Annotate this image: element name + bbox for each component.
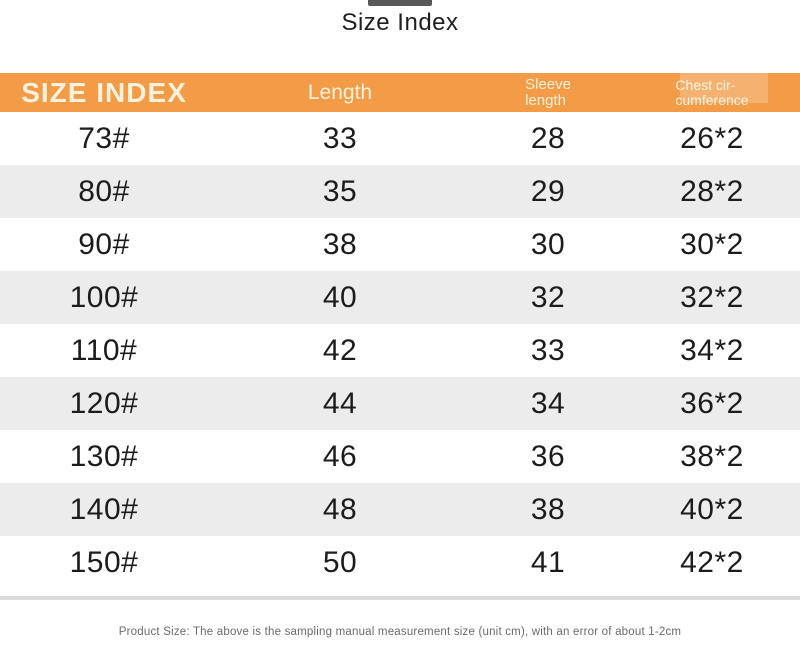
header-sleeve-line2: length [525,91,566,109]
cell-sleeve: 41 [530,545,566,579]
cropped-image-artifact [368,0,432,6]
cell-size: 100# [69,280,139,314]
table-row: 140# 48 38 40*2 [0,483,800,536]
header-length: Length [307,80,373,104]
cell-sleeve: 29 [530,174,566,208]
cell-sleeve: 32 [530,280,566,314]
footer-note: Product Size: The above is the sampling … [118,626,682,638]
cell-length: 50 [322,545,358,579]
page-title: Size Index [341,9,459,36]
size-table: SIZE INDEX Length Sleeve length Chest ci… [0,73,800,589]
cell-sleeve: 38 [530,492,566,526]
cell-size: 73# [78,121,130,155]
table-row: 110# 42 33 34*2 [0,324,800,377]
table-row: 80# 35 29 28*2 [0,165,800,218]
cell-size: 150# [69,545,139,579]
cell-chest: 40*2 [680,492,744,526]
table-row: 73# 33 28 26*2 [0,112,800,165]
table-row: 120# 44 34 36*2 [0,377,800,430]
cell-chest: 26*2 [680,121,744,155]
cell-sleeve: 33 [530,333,566,367]
header-sleeve-line1: Sleeve [525,75,571,93]
table-row: 100# 40 32 32*2 [0,271,800,324]
cell-sleeve: 34 [530,386,566,420]
cell-length: 35 [322,174,358,208]
cell-size: 140# [69,492,139,526]
title-area: Size Index [0,0,800,73]
cell-size: 90# [78,227,130,261]
cell-chest: 42*2 [680,545,744,579]
table-row: 130# 46 36 38*2 [0,430,800,483]
cell-sleeve: 36 [530,439,566,473]
header-size-index: SIZE INDEX [21,76,187,108]
cell-size: 130# [69,439,139,473]
table-row: 90# 38 30 30*2 [0,218,800,271]
cell-size: 110# [70,333,138,367]
cell-sleeve: 28 [530,121,566,155]
cell-sleeve: 30 [530,227,566,261]
bottom-divider [0,596,800,600]
table-header-row: SIZE INDEX Length Sleeve length Chest ci… [0,73,800,112]
header-sleeve-length: Sleeve length [472,73,624,112]
cell-chest: 34*2 [680,333,744,367]
cell-length: 38 [322,227,358,261]
cell-length: 33 [322,121,358,155]
cell-length: 40 [322,280,358,314]
cell-length: 42 [322,333,358,367]
cell-length: 44 [322,386,358,420]
cell-chest: 30*2 [680,227,744,261]
cell-length: 46 [322,439,358,473]
cell-chest: 28*2 [680,174,744,208]
cell-size: 120# [69,386,139,420]
table-row: 150# 50 41 42*2 [0,536,800,589]
cell-length: 48 [322,492,358,526]
header-chest-line2: cumference [675,91,749,108]
cell-chest: 32*2 [680,280,744,314]
cell-chest: 38*2 [680,439,744,473]
cell-size: 80# [78,174,130,208]
header-chest-circumference: Chest cir- cumference [624,73,800,112]
cell-chest: 36*2 [680,386,744,420]
header-chest-line1: Chest cir- [675,76,736,93]
